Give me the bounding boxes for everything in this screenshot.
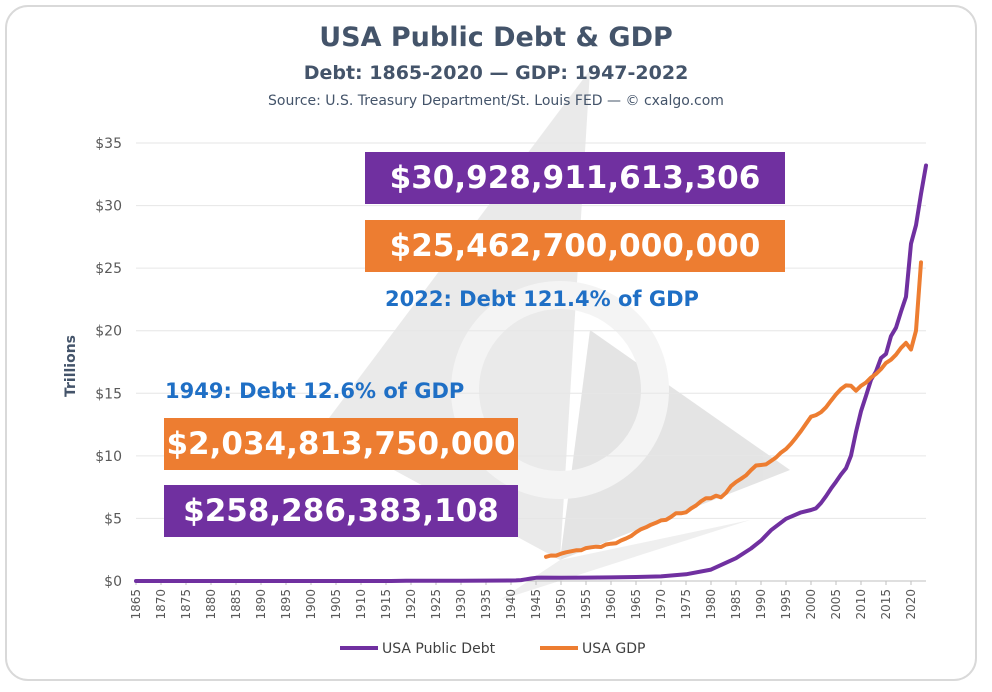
legend-label-debt: USA Public Debt bbox=[382, 641, 496, 657]
y-tick-label: $10 bbox=[95, 449, 122, 465]
x-tick-label: 1920 bbox=[404, 589, 418, 620]
x-tick-label: 1945 bbox=[529, 589, 543, 620]
gdp-1949-banner: $2,034,813,750,000 bbox=[164, 418, 518, 470]
y-axis-label: Trillions bbox=[63, 335, 79, 397]
series-line-gdp bbox=[544, 260, 923, 559]
x-tick-label: 1890 bbox=[254, 589, 268, 620]
x-tick-label: 1895 bbox=[279, 589, 293, 620]
x-tick-label: 1950 bbox=[554, 589, 568, 620]
x-tick-label: 2010 bbox=[854, 589, 868, 620]
x-tick-label: 1930 bbox=[454, 589, 468, 620]
x-tick-label: 1995 bbox=[779, 589, 793, 620]
x-tick-label: 1905 bbox=[329, 589, 343, 620]
chart-subtitle: Debt: 1865-2020 — GDP: 1947-2022 bbox=[303, 62, 689, 84]
y-tick-label: $5 bbox=[104, 511, 122, 527]
y-tick-label: $35 bbox=[95, 136, 122, 152]
y-axis-ticks: $0 $5 $10 $15 $20 $25 $30 $35 bbox=[95, 136, 122, 590]
x-tick-label: 1875 bbox=[179, 589, 193, 620]
x-tick-label: 1900 bbox=[304, 589, 318, 620]
x-axis-ticks: 1865 1870 1875 1880 1885 1890 1895 1900 1905 1910… bbox=[129, 581, 918, 620]
debt-1949-banner: $258,286,383,108 bbox=[164, 485, 518, 537]
x-tick-label: 1880 bbox=[204, 589, 218, 620]
x-tick-label: 1960 bbox=[604, 589, 618, 620]
x-tick-label: 1870 bbox=[154, 589, 168, 620]
note-2022: 2022: Debt 121.4% of GDP bbox=[385, 287, 699, 311]
x-tick-label: 1935 bbox=[479, 589, 493, 620]
x-tick-label: 1910 bbox=[354, 589, 368, 620]
chart-source: Source: U.S. Treasury Department/St. Lou… bbox=[268, 93, 724, 109]
x-tick-label: 1970 bbox=[654, 589, 668, 620]
note-1949: 1949: Debt 12.6% of GDP bbox=[165, 379, 465, 403]
y-tick-label: $0 bbox=[104, 574, 122, 590]
y-tick-label: $15 bbox=[95, 386, 122, 402]
debt-2022-banner: $30,928,911,613,306 bbox=[365, 152, 785, 204]
gdp-2022-banner: $25,462,700,000,000 bbox=[365, 220, 785, 272]
x-tick-label: 1925 bbox=[429, 589, 443, 620]
x-tick-label: 2000 bbox=[804, 589, 818, 620]
x-tick-label: 1990 bbox=[754, 589, 768, 620]
y-tick-label: $30 bbox=[95, 199, 122, 215]
x-tick-label: 1865 bbox=[129, 589, 143, 620]
x-tick-label: 2005 bbox=[829, 589, 843, 620]
legend-label-gdp: USA GDP bbox=[582, 641, 646, 657]
x-tick-label: 1980 bbox=[704, 589, 718, 620]
y-tick-label: $25 bbox=[95, 261, 122, 277]
series-lines bbox=[134, 163, 928, 583]
x-tick-label: 1885 bbox=[229, 589, 243, 620]
x-tick-label: 2015 bbox=[879, 589, 893, 620]
x-tick-label: 1975 bbox=[679, 589, 693, 620]
x-tick-label: 1955 bbox=[579, 589, 593, 620]
legend: USA Public Debt USA GDP bbox=[340, 641, 646, 657]
x-tick-label: 1965 bbox=[629, 589, 643, 620]
series-line-debt bbox=[134, 163, 928, 583]
x-tick-label: 1985 bbox=[729, 589, 743, 620]
y-tick-label: $20 bbox=[95, 324, 122, 340]
x-tick-label: 2020 bbox=[904, 589, 918, 620]
chart-title: USA Public Debt & GDP bbox=[319, 22, 673, 53]
x-tick-label: 1915 bbox=[379, 589, 393, 620]
x-tick-label: 1940 bbox=[504, 589, 518, 620]
